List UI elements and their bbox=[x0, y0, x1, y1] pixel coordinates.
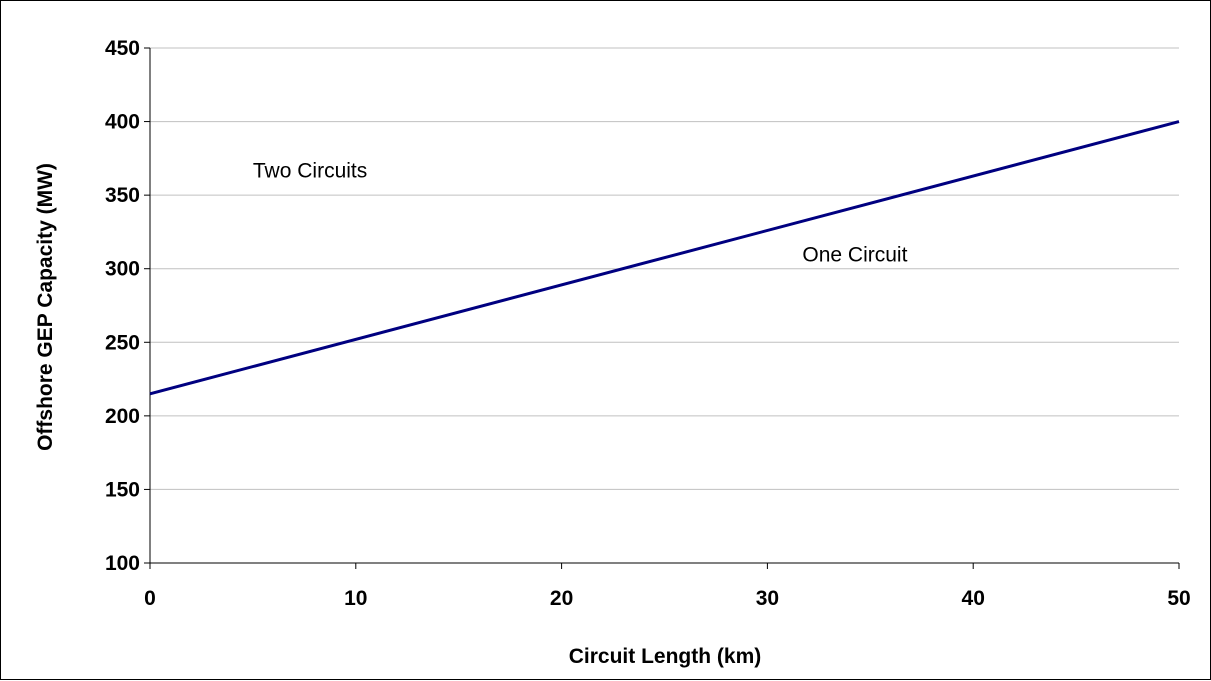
y-axis-title: Offshore GEP Capacity (MW) bbox=[34, 163, 57, 451]
x-tick-label-30: 30 bbox=[756, 587, 779, 610]
series-layer bbox=[149, 120, 1180, 396]
x-tick-label-40: 40 bbox=[962, 587, 985, 610]
x-tick-label-50: 50 bbox=[1167, 587, 1190, 610]
x-tick-label-10: 10 bbox=[344, 587, 367, 610]
y-tick-label-300: 300 bbox=[105, 258, 140, 281]
gridlines bbox=[150, 47, 1179, 490]
y-tick-label-100: 100 bbox=[105, 552, 140, 575]
y-tick-label-400: 400 bbox=[105, 111, 140, 134]
axes bbox=[144, 47, 1180, 569]
y-tick-label-200: 200 bbox=[105, 405, 140, 428]
tick-labels: 100 150 200 250 300 350 400 450 0 10 20 30 40 50 bbox=[105, 37, 1191, 610]
y-tick-label-150: 150 bbox=[105, 478, 140, 501]
x-axis-title: Circuit Length (km) bbox=[569, 645, 762, 668]
annotation-0: Two Circuits bbox=[253, 159, 367, 182]
x-tick-label-0: 0 bbox=[144, 587, 156, 610]
series-line-0 bbox=[149, 120, 1180, 396]
annotation-1: One Circuit bbox=[802, 243, 907, 266]
y-tick-label-450: 450 bbox=[105, 37, 140, 60]
y-tick-label-350: 350 bbox=[105, 184, 140, 207]
y-tick-label-250: 250 bbox=[105, 331, 140, 354]
annotations: Two Circuits One Circuit bbox=[253, 159, 908, 266]
x-tick-label-20: 20 bbox=[550, 587, 573, 610]
